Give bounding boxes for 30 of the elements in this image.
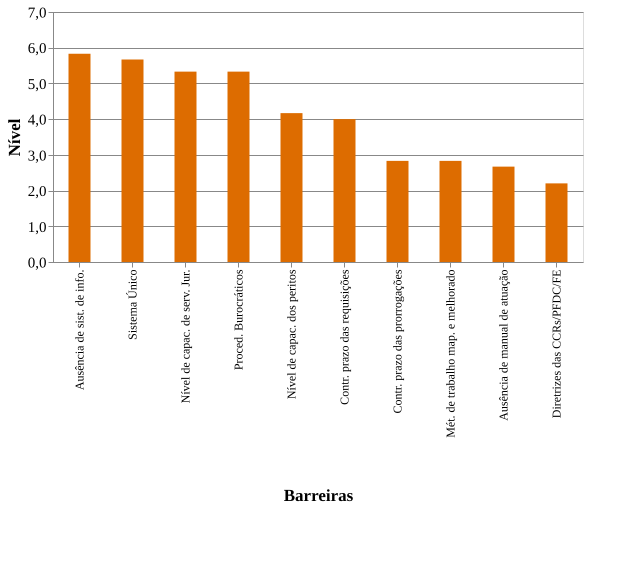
x-tick-label: Contr. prazo das prorrogações	[390, 269, 404, 414]
x-axis-title: Barreiras	[284, 486, 354, 505]
x-tick-label: Ausência de manual de atuação	[496, 270, 510, 421]
bar	[228, 72, 250, 262]
bar	[546, 183, 568, 262]
bar	[334, 119, 356, 262]
y-tick-label: 3,0	[28, 148, 46, 164]
bar	[174, 72, 196, 262]
bar	[440, 160, 462, 262]
bar	[492, 166, 514, 262]
y-tick-label: 6,0	[28, 41, 46, 58]
bar	[68, 54, 90, 262]
x-tick-label: Ausência de sist. de info.	[72, 270, 86, 390]
y-tick-label: 0,0	[28, 256, 46, 272]
y-tick-label: 2,0	[28, 184, 46, 200]
y-tick-label: 5,0	[28, 76, 46, 93]
y-tick-label: 7,0	[28, 6, 46, 22]
x-tick-label: Proced. Burocráticos	[232, 269, 246, 370]
x-tick-label: Nível de capac. dos peritos	[284, 269, 298, 400]
x-tick-label: Diretrizes das CCRs/PFDC/FE	[550, 270, 564, 418]
bar	[386, 160, 408, 262]
bar	[280, 113, 302, 262]
x-tick-label: Sistema Único	[126, 270, 140, 340]
y-axis-title: Nível	[4, 118, 24, 156]
x-tick-label: Contr. prazo das requisições	[338, 269, 352, 405]
x-tick-label: Mét. de trabalho map. e melhorado	[444, 270, 458, 438]
x-tick-label: Nível de capac. de serv. Jur.	[178, 270, 192, 404]
y-tick-label: 1,0	[28, 220, 46, 236]
bar	[122, 60, 144, 262]
y-tick-label: 4,0	[28, 112, 46, 129]
